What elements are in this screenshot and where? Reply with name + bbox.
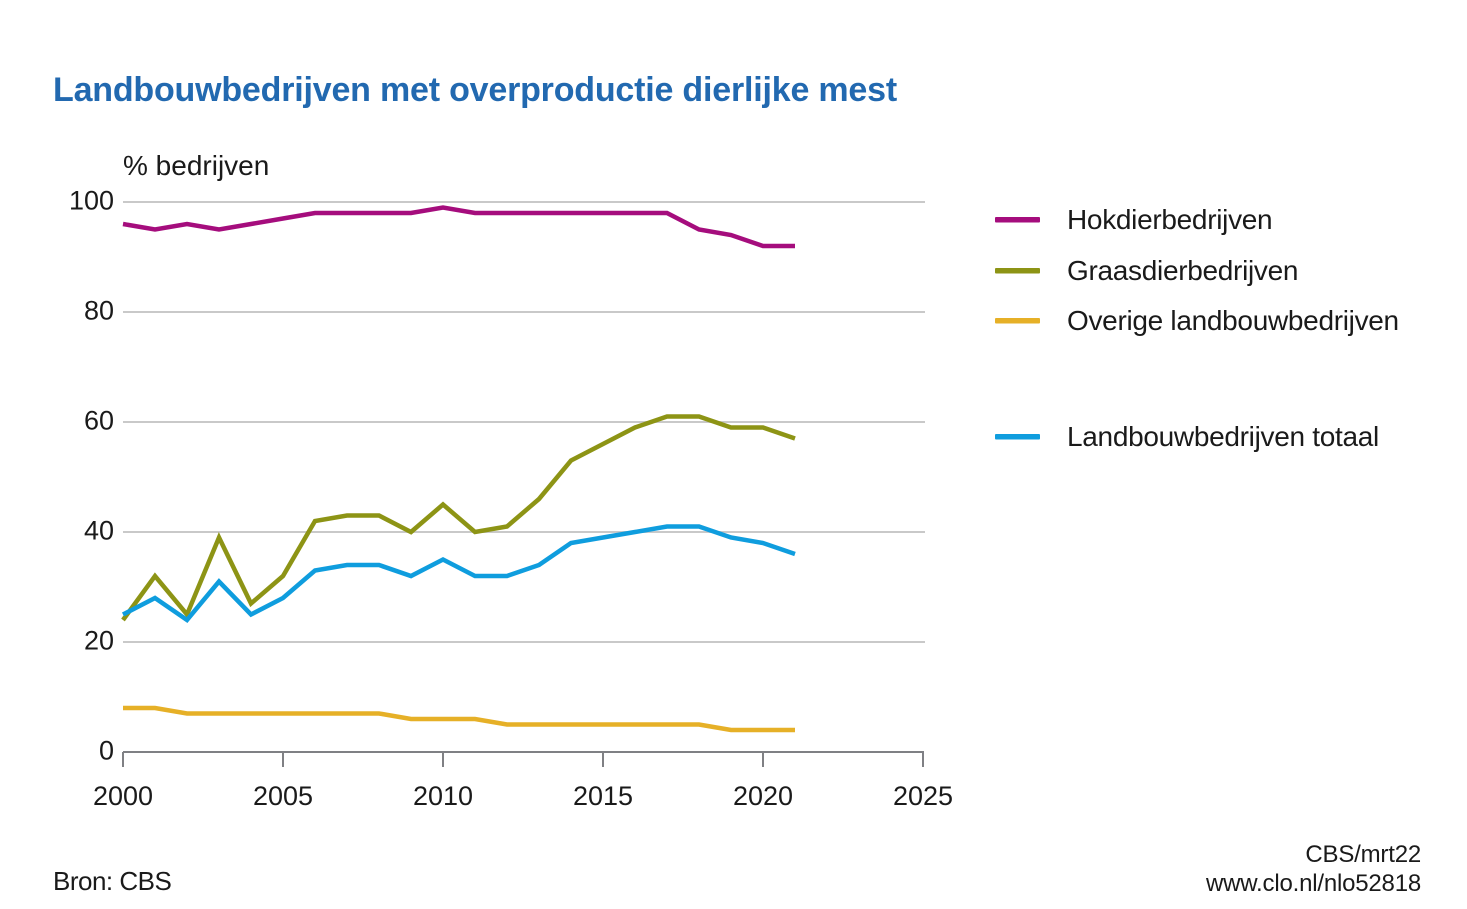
svg-text:100: 100 <box>69 186 114 216</box>
svg-text:40: 40 <box>84 516 114 546</box>
svg-text:Graasdierbedrijven: Graasdierbedrijven <box>1067 255 1298 286</box>
svg-text:2005: 2005 <box>253 781 313 811</box>
svg-text:CBS/mrt22: CBS/mrt22 <box>1305 841 1421 868</box>
svg-text:2000: 2000 <box>93 781 153 811</box>
svg-text:Bron: CBS: Bron: CBS <box>53 866 171 896</box>
svg-text:Hokdierbedrijven: Hokdierbedrijven <box>1067 204 1272 235</box>
svg-text:2020: 2020 <box>733 781 793 811</box>
svg-text:2015: 2015 <box>573 781 633 811</box>
svg-text:www.clo.nl/nlo52818: www.clo.nl/nlo52818 <box>1205 870 1421 897</box>
svg-text:% bedrijven: % bedrijven <box>123 150 269 181</box>
svg-text:2010: 2010 <box>413 781 473 811</box>
svg-text:20: 20 <box>84 626 114 656</box>
svg-text:Landbouwbedrijven totaal: Landbouwbedrijven totaal <box>1067 421 1379 452</box>
svg-text:Landbouwbedrijven met overprod: Landbouwbedrijven met overproductie dier… <box>53 71 897 109</box>
svg-text:60: 60 <box>84 406 114 436</box>
svg-text:2025: 2025 <box>893 781 953 811</box>
svg-text:0: 0 <box>99 736 114 766</box>
svg-text:80: 80 <box>84 296 114 326</box>
svg-text:Overige landbouwbedrijven: Overige landbouwbedrijven <box>1067 305 1399 336</box>
